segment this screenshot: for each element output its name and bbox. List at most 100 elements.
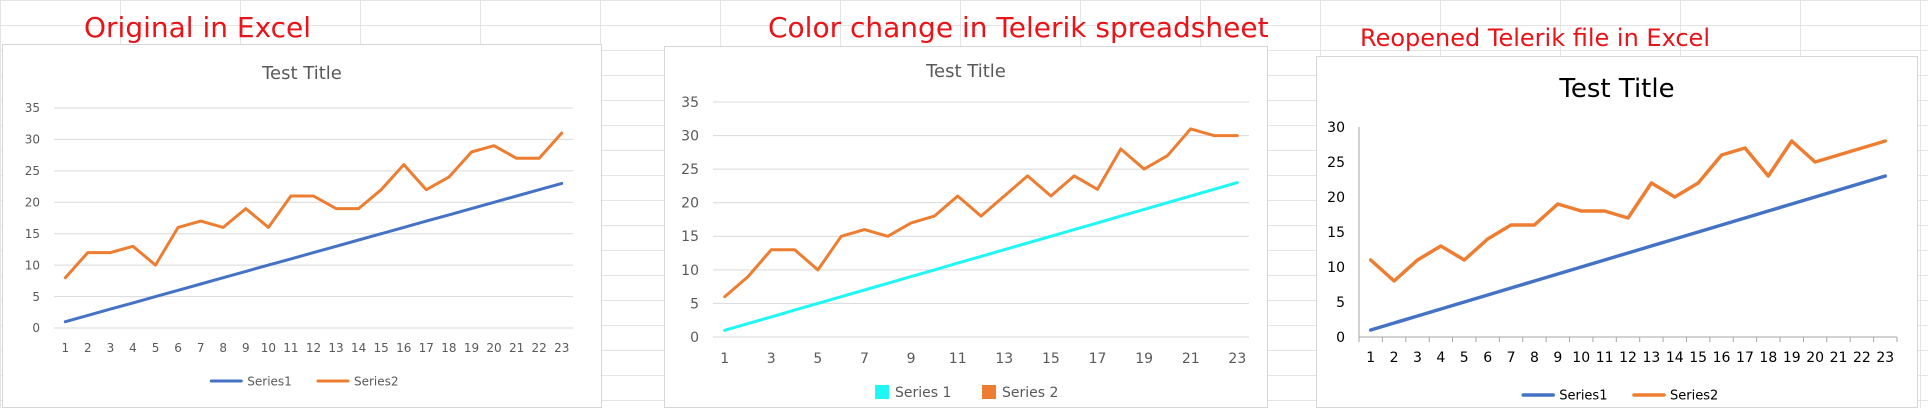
x-tick-label: 6 [1483, 350, 1492, 366]
y-tick-label: 10 [681, 263, 699, 279]
x-tick-label: 13 [328, 341, 343, 355]
y-tick-label: 35 [681, 95, 699, 111]
x-tick-label: 1 [720, 351, 729, 367]
chart-panel-telerik[interactable]: Test Title 0 5 10 15 20 25 30 35 1 3 5 7 9 11 13 15 17 19 2… [664, 46, 1268, 408]
x-tick-label: 23 [554, 341, 569, 355]
y-tick-label: 30 [25, 133, 40, 147]
x-tick-label: 12 [1619, 350, 1637, 366]
y-tick-label: 30 [681, 128, 699, 144]
legend-label-1: Series1 [1559, 389, 1607, 404]
x-tick-label: 10 [261, 341, 276, 355]
x-tick-label: 19 [1135, 351, 1153, 367]
x-tick-label: 7 [1507, 350, 1516, 366]
legend-swatch-1 [875, 385, 890, 399]
legend-label-1: Series 1 [895, 385, 951, 401]
y-tick-label: 0 [32, 321, 40, 335]
series-line-1 [63, 181, 564, 324]
chart-title: Test Title [925, 61, 1006, 82]
x-tick-label: 19 [1783, 350, 1801, 366]
x-tick-label: 19 [464, 341, 479, 355]
caption-original: Original in Excel [84, 11, 312, 44]
y-tick-label: 10 [25, 258, 40, 272]
y-tick-label: 25 [681, 162, 699, 178]
x-tick-label: 17 [419, 341, 434, 355]
y-tick-label: 15 [681, 229, 699, 245]
x-tick-label: 22 [532, 341, 547, 355]
chart-title: Test Title [261, 63, 342, 84]
y-tick-label: 20 [681, 196, 699, 212]
x-tick-label: 20 [486, 341, 501, 355]
x-tick-label: 22 [1853, 350, 1871, 366]
series-line-1 [1368, 174, 1888, 332]
y-tick-label: 25 [1327, 155, 1345, 171]
legend-label-2: Series2 [1670, 389, 1718, 404]
legend-swatch-2 [982, 385, 996, 399]
y-tick-label: 5 [690, 296, 699, 312]
x-tick-label: 4 [129, 341, 137, 355]
x-tick-label: 11 [949, 351, 967, 367]
x-tick-label: 23 [1228, 351, 1246, 367]
x-tick-label: 7 [197, 341, 205, 355]
y-tick-label: 0 [1336, 330, 1345, 346]
x-tick-label: 5 [1460, 350, 1469, 366]
x-tick-label: 8 [1530, 350, 1539, 366]
y-tick-label: 5 [1336, 295, 1345, 311]
x-tick-label: 17 [1736, 350, 1754, 366]
x-tick-label: 14 [351, 341, 366, 355]
x-tick-label: 12 [306, 341, 321, 355]
chart-panel-original[interactable]: Test Title 0 5 10 15 20 25 30 35 1 2 3 4 5 6 7 8 9 10 11 12 1… [2, 44, 602, 408]
x-tick-label: 14 [1666, 350, 1684, 366]
x-tick-label: 23 [1876, 350, 1894, 366]
y-tick-label: 25 [25, 164, 40, 178]
y-tick-label: 0 [690, 330, 699, 346]
x-tick-label: 8 [219, 341, 227, 355]
series-line-2 [63, 131, 564, 280]
caption-reopened: Reopened Telerik file in Excel [1360, 24, 1710, 52]
x-tick-label: 11 [283, 341, 298, 355]
x-tick-label: 16 [1713, 350, 1731, 366]
x-tick-label: 3 [107, 341, 115, 355]
x-tick-label: 3 [767, 351, 776, 367]
x-tick-label: 20 [1806, 350, 1824, 366]
x-tick-label: 15 [374, 341, 389, 355]
chart-title: Test Title [1558, 74, 1674, 104]
x-tick-label: 21 [1182, 351, 1200, 367]
x-tick-label: 11 [1596, 350, 1614, 366]
x-tick-label: 1 [1366, 350, 1375, 366]
y-tick-label: 15 [1327, 225, 1345, 241]
y-tick-label: 10 [1327, 260, 1345, 276]
x-tick-label: 15 [1689, 350, 1707, 366]
y-tick-label: 5 [32, 290, 40, 304]
x-tick-label: 5 [152, 341, 160, 355]
x-tick-label: 21 [1830, 350, 1848, 366]
x-tick-label: 2 [84, 341, 92, 355]
x-tick-label: 21 [509, 341, 524, 355]
x-tick-label: 5 [813, 351, 822, 367]
legend-label-2: Series2 [354, 374, 399, 388]
legend-label-1: Series1 [247, 374, 292, 388]
x-tick-label: 13 [1642, 350, 1660, 366]
x-tick-label: 2 [1390, 350, 1399, 366]
y-tick-label: 20 [25, 195, 40, 209]
y-tick-label: 30 [1327, 120, 1345, 136]
caption-telerik: Color change in Telerik spreadsheet [768, 11, 1269, 44]
x-tick-label: 15 [1042, 351, 1060, 367]
x-tick-label: 3 [1413, 350, 1422, 366]
y-tick-label: 35 [25, 101, 40, 115]
x-tick-label: 13 [995, 351, 1013, 367]
y-tick-label: 20 [1327, 190, 1345, 206]
x-tick-label: 18 [441, 341, 456, 355]
x-tick-label: 17 [1089, 351, 1107, 367]
x-tick-label: 9 [907, 351, 916, 367]
chart-panel-reopened[interactable]: Test Title 0 5 10 15 20 25 30 1 2 3 4 5 6 7 8 9 10 11 12 13 1… [1316, 56, 1918, 408]
series-line-1 [723, 181, 1239, 332]
series-line-2 [723, 127, 1239, 299]
y-tick-label: 15 [25, 227, 40, 241]
series-line-2 [1368, 139, 1888, 283]
x-tick-label: 6 [174, 341, 182, 355]
x-tick-label: 4 [1436, 350, 1445, 366]
legend-label-2: Series 2 [1002, 385, 1058, 401]
